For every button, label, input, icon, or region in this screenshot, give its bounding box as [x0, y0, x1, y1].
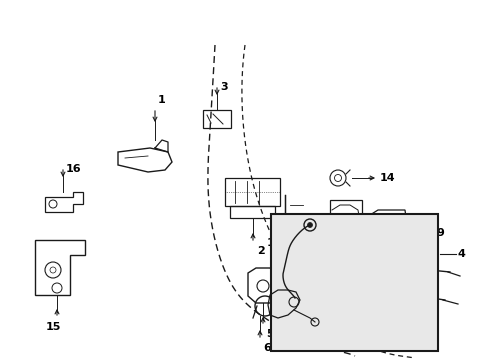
Bar [224, 178, 280, 206]
Text: 7: 7 [347, 303, 355, 313]
Text: 1: 1 [158, 95, 165, 105]
Circle shape [307, 222, 312, 228]
Text: 16: 16 [66, 164, 81, 174]
Text: 3: 3 [220, 82, 227, 92]
Text: 10: 10 [280, 299, 295, 309]
Bar [203, 110, 230, 128]
Bar [229, 206, 274, 218]
Text: 13: 13 [266, 238, 281, 248]
Text: 11: 11 [372, 230, 387, 240]
Text: 6: 6 [263, 343, 270, 353]
Text: 15: 15 [45, 322, 61, 332]
Text: 12: 12 [382, 327, 398, 337]
Text: 4: 4 [457, 249, 465, 259]
Text: 5: 5 [265, 329, 273, 339]
Bar [329, 200, 361, 245]
Text: 14: 14 [379, 173, 395, 183]
Text: 9: 9 [435, 228, 443, 238]
Text: 8: 8 [389, 213, 397, 223]
Bar [271, 214, 437, 351]
Text: 2: 2 [257, 246, 264, 256]
